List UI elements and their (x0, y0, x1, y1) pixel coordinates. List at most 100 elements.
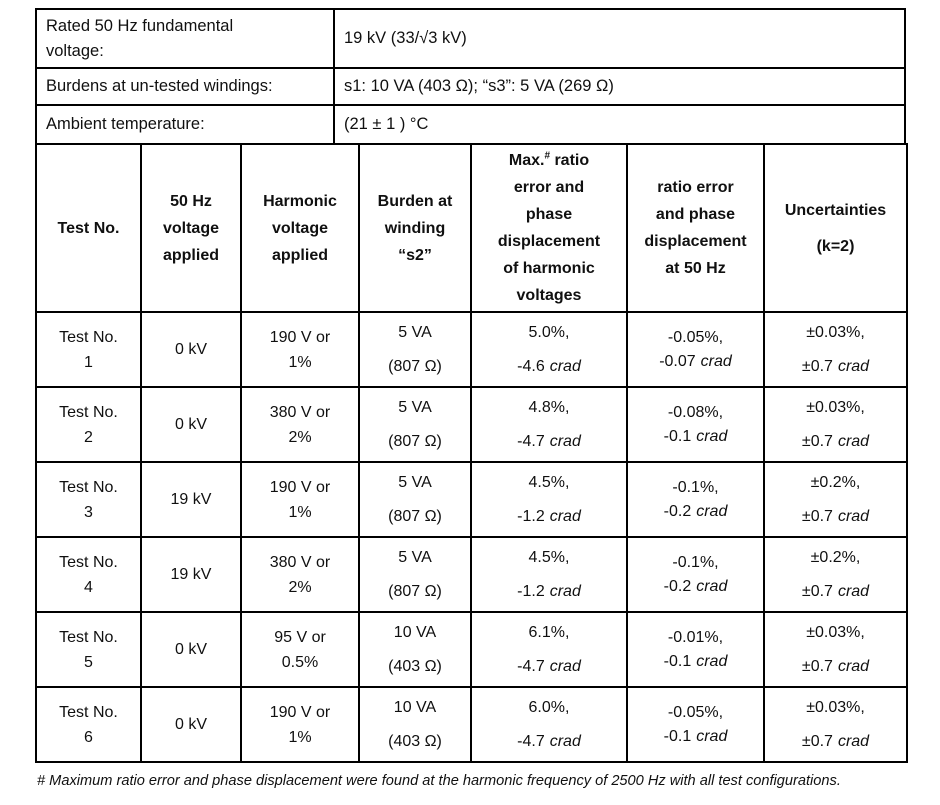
cell-text: 0 kV (174, 640, 207, 658)
uncertainty-percent: ±0.2%, (810, 473, 861, 491)
cell-text: 380 V or 2% (269, 553, 331, 596)
phase-displacement: -4.7 crad (517, 732, 581, 752)
cell-uncertainties: ±0.03%, ±0.7 crad (763, 686, 908, 763)
col-header-ratio-error-50hz: ratio error and phase displacement at 50… (626, 143, 765, 313)
table-header-row: Test No. 50 Hz voltage applied Harmonic … (35, 143, 908, 313)
cell-ratio-error-50hz: -0.08%, -0.1 crad (626, 386, 765, 463)
cell-text: -0.05%, -0.1 crad (632, 702, 759, 747)
header-text: Max. (508, 152, 545, 169)
uncertainty-crad: ±0.7 crad (802, 732, 869, 752)
cell-burden: 10 VA (403 Ω) (358, 686, 472, 763)
cell-50hz-voltage: 19 kV (140, 536, 242, 613)
info-row-ambient-temperature: Ambient temperature: (21 ± 1 ) °C (35, 104, 906, 145)
cell-max-ratio-error: 5.0%, -4.6 crad (470, 311, 628, 388)
cell-test-no: Test No. 1 (35, 311, 142, 388)
crad-unit: crad (837, 582, 870, 600)
cell-text: 19 kV (170, 565, 212, 583)
cell-text: 190 V or 1% (269, 703, 331, 746)
crad-unit: crad (696, 578, 728, 595)
burden-va: 5 VA (398, 548, 432, 566)
crad-unit: crad (837, 432, 870, 450)
cell-max-ratio-error: 4.5%, -1.2 crad (470, 461, 628, 538)
burden-va: 10 VA (393, 698, 437, 716)
uncertainty-percent: ±0.2%, (810, 548, 861, 566)
cell-text: ±0.2%, ±0.7 crad (769, 473, 902, 527)
phase-displacement: -0.1 crad (664, 426, 728, 447)
footnote: # Maximum ratio error and phase displace… (37, 773, 841, 789)
footnote-marker: # (544, 150, 550, 162)
info-row-burdens: Burdens at un-tested windings: s1: 10 VA… (35, 67, 906, 106)
tables-container: Rated 50 Hz fundamental voltage: 19 kV (… (35, 8, 908, 763)
burden-ohm: (807 Ω) (388, 507, 442, 525)
ratio-error-percent: -0.01%, (667, 629, 724, 646)
ratio-error-percent: -0.05%, (667, 704, 724, 721)
cell-harmonic-voltage: 190 V or 1% (240, 461, 360, 538)
cell-harmonic-voltage: 380 V or 2% (240, 536, 360, 613)
uncertainty-crad: ±0.7 crad (802, 582, 869, 602)
cell-test-no: Test No. 2 (35, 386, 142, 463)
phase-displacement: -4.7 crad (517, 432, 581, 452)
cell-text: 380 V or 2% (269, 403, 331, 446)
phase-displacement: -4.7 crad (517, 657, 581, 677)
col-header-harmonic-voltage: Harmonic voltage applied (240, 143, 360, 313)
col-header-burden: Burden at winding “s2” (358, 143, 472, 313)
value: ±0.7 (801, 657, 833, 675)
cell-text: 4.8%, -4.7 crad (476, 398, 622, 452)
cell-50hz-voltage: 0 kV (140, 686, 242, 763)
crad-unit: crad (837, 507, 870, 525)
cell-max-ratio-error: 4.5%, -1.2 crad (470, 536, 628, 613)
table-row-test-5: Test No. 5 0 kV 95 V or 0.5% 10 VA (403 … (35, 611, 908, 688)
cell-text: -0.1%, -0.2 crad (632, 552, 759, 597)
cell-uncertainties: ±0.03%, ±0.7 crad (763, 311, 908, 388)
cell-burden: 5 VA (807 Ω) (358, 386, 472, 463)
cell-text: 0 kV (174, 415, 207, 433)
crad-unit: crad (837, 357, 870, 375)
crad-unit: crad (549, 582, 581, 600)
header-text: ratio error and phase displacement at 50… (644, 179, 747, 277)
cell-text: 95 V or 0.5% (274, 628, 326, 671)
cell-50hz-voltage: 0 kV (140, 386, 242, 463)
crad-unit: crad (549, 357, 581, 375)
uncertainty-percent: ±0.03%, (806, 623, 865, 641)
cell-text: -0.1%, -0.2 crad (632, 477, 759, 522)
phase-displacement: -4.6 crad (517, 357, 581, 377)
value: -0.1 (663, 653, 692, 670)
results-table: Test No. 50 Hz voltage applied Harmonic … (35, 143, 908, 763)
ratio-error-percent: 6.1%, (528, 623, 570, 641)
value: ±0.7 (801, 507, 833, 525)
cell-50hz-voltage: 0 kV (140, 311, 242, 388)
phase-displacement: -0.07 crad (659, 351, 732, 372)
crad-unit: crad (837, 657, 870, 675)
cell-text: Test No. 2 (59, 403, 118, 446)
header-line-with-marker: Max.# ratio (476, 147, 622, 174)
header-text: Harmonic voltage applied (263, 192, 337, 264)
crad-unit: crad (700, 353, 732, 370)
cell-uncertainties: ±0.03%, ±0.7 crad (763, 611, 908, 688)
burden-ohm: (403 Ω) (388, 657, 442, 675)
burden-ohm: (403 Ω) (388, 732, 442, 750)
cell-text: 5 VA (807 Ω) (364, 548, 466, 602)
burden-va: 5 VA (398, 323, 432, 341)
info-label-rated-voltage: Rated 50 Hz fundamental voltage: (35, 8, 335, 69)
table-row-test-3: Test No. 3 19 kV 190 V or 1% 5 VA (807 Ω… (35, 461, 908, 538)
burden-ohm: (807 Ω) (388, 357, 442, 375)
cell-test-no: Test No. 3 (35, 461, 142, 538)
col-header-uncertainties: Uncertainties (k=2) (763, 143, 908, 313)
crad-unit: crad (549, 507, 581, 525)
value: ±0.7 (801, 732, 833, 750)
cell-harmonic-voltage: 95 V or 0.5% (240, 611, 360, 688)
ratio-error-percent: -0.1%, (672, 554, 719, 571)
info-value-rated-voltage: 19 kV (33/√3 kV) (333, 8, 906, 69)
cell-max-ratio-error: 6.0%, -4.7 crad (470, 686, 628, 763)
ratio-error-percent: 5.0%, (528, 323, 570, 341)
cell-max-ratio-error: 4.8%, -4.7 crad (470, 386, 628, 463)
cell-max-ratio-error: 6.1%, -4.7 crad (470, 611, 628, 688)
cell-text: 4.5%, -1.2 crad (476, 548, 622, 602)
cell-text: Test No. 5 (59, 628, 118, 671)
col-header-test-no: Test No. (35, 143, 142, 313)
cell-test-no: Test No. 5 (35, 611, 142, 688)
cell-text: 5 VA (807 Ω) (364, 398, 466, 452)
crad-unit: crad (696, 653, 728, 670)
uncertainty-crad: ±0.7 crad (802, 507, 869, 527)
